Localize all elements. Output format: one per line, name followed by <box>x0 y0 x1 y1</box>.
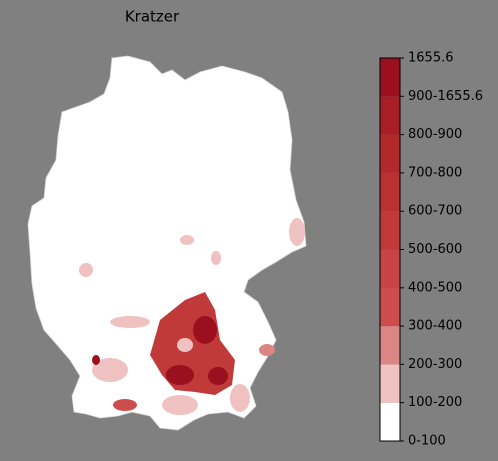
colorbar-band <box>380 287 400 327</box>
region <box>92 355 100 365</box>
colorbar-label: 0-100 <box>408 434 446 449</box>
region <box>92 358 128 382</box>
colorbar-band <box>380 364 400 403</box>
region <box>259 344 275 356</box>
colorbar-band <box>380 134 400 173</box>
colorbar-label: 1655.6 <box>408 51 454 66</box>
region <box>166 365 194 385</box>
colorbar-label: 600-700 <box>408 204 462 219</box>
region <box>289 218 305 246</box>
region-shading <box>79 218 305 415</box>
region <box>110 316 150 328</box>
region <box>180 235 194 245</box>
colorbar-band <box>380 172 400 212</box>
region <box>113 399 137 411</box>
colorbar-label: 300-400 <box>408 319 462 334</box>
region <box>79 263 93 277</box>
colorbar-band <box>380 402 400 441</box>
colorbar-label: 500-600 <box>408 242 462 257</box>
region <box>177 338 193 352</box>
colorbar-band <box>380 249 400 288</box>
colorbar-band <box>380 211 400 250</box>
colorbar-label: 900-1655.6 <box>408 89 483 104</box>
colorbar-band <box>380 58 400 97</box>
region <box>193 316 217 344</box>
colorbar-label: 400-500 <box>408 280 462 295</box>
colorbar-label: 200-300 <box>408 357 462 372</box>
colorbar-label: 700-800 <box>408 165 462 180</box>
region <box>230 384 250 412</box>
region <box>211 251 221 265</box>
colorbar-label: 100-200 <box>408 395 462 410</box>
colorbar-band <box>380 326 400 365</box>
colorbar: 0-100 100-200 200-300 300-400 400-500 500-600… <box>379 51 483 449</box>
map-title: Kratzer <box>125 8 180 26</box>
region <box>162 395 198 415</box>
region <box>208 367 228 385</box>
colorbar-label: 800-900 <box>408 127 462 142</box>
germany-outline <box>27 55 307 431</box>
colorbar-band <box>380 96 400 135</box>
